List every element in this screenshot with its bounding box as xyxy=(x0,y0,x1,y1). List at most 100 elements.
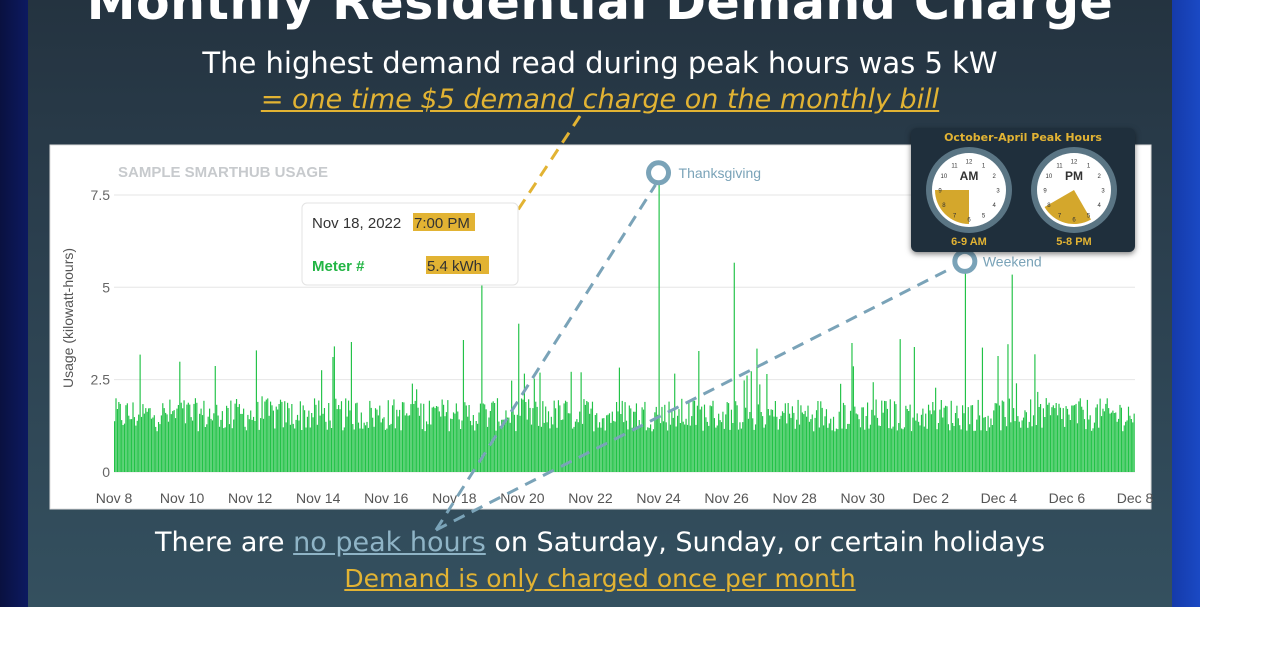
usage-bar xyxy=(1032,415,1035,472)
usage-bar xyxy=(1112,410,1114,472)
usage-bar xyxy=(335,398,337,472)
usage-bar xyxy=(1055,403,1057,472)
usage-bar xyxy=(634,411,636,472)
usage-bar xyxy=(291,404,293,472)
usage-bar xyxy=(538,425,540,472)
usage-bar xyxy=(387,400,389,472)
usage-bar xyxy=(424,431,426,472)
usage-bar xyxy=(983,417,985,472)
usage-bar xyxy=(472,415,474,472)
clock-number: 8 xyxy=(942,203,946,209)
usage-bar xyxy=(167,421,170,472)
usage-bar xyxy=(800,405,802,472)
usage-bar xyxy=(452,412,455,472)
usage-bar xyxy=(519,415,521,472)
usage-bar xyxy=(296,414,299,472)
usage-bar xyxy=(1007,344,1009,472)
usage-bar xyxy=(1001,400,1003,472)
usage-bar xyxy=(421,429,423,472)
usage-bar xyxy=(564,400,567,472)
usage-bar xyxy=(842,402,845,472)
usage-bar xyxy=(713,418,716,472)
usage-bar xyxy=(966,430,968,472)
usage-bar xyxy=(200,408,202,472)
usage-bar xyxy=(876,417,879,472)
x-tick-label: Nov 24 xyxy=(636,490,681,506)
usage-bar xyxy=(530,424,533,472)
usage-bar xyxy=(1071,405,1073,472)
usage-bar xyxy=(658,172,660,473)
no-peak-hours-link: no peak hours xyxy=(293,527,486,558)
usage-bar xyxy=(866,402,869,472)
usage-bar xyxy=(396,409,398,472)
usage-bar xyxy=(435,406,438,472)
usage-bar xyxy=(801,412,803,472)
usage-bar xyxy=(973,430,975,472)
usage-bar xyxy=(546,422,548,472)
usage-bar xyxy=(516,414,518,472)
usage-bar xyxy=(434,408,436,472)
usage-bar xyxy=(475,421,477,472)
usage-bar xyxy=(298,420,300,472)
usage-bar xyxy=(635,403,638,472)
usage-bar xyxy=(309,427,311,472)
usage-bar xyxy=(155,426,157,472)
usage-bar xyxy=(728,403,730,472)
usage-bar xyxy=(244,426,246,472)
usage-bar xyxy=(257,401,259,472)
usage-bar xyxy=(1091,430,1093,472)
usage-bar xyxy=(350,342,352,472)
usage-bar xyxy=(162,403,164,472)
usage-bar xyxy=(908,411,910,472)
usage-bar xyxy=(292,423,294,472)
usage-bar xyxy=(878,425,880,472)
usage-bar xyxy=(868,428,870,472)
usage-bar xyxy=(442,404,445,472)
usage-bar xyxy=(964,261,966,472)
usage-bar xyxy=(1024,410,1026,472)
usage-bar xyxy=(882,412,884,472)
usage-bar xyxy=(566,401,568,472)
usage-bar xyxy=(1113,413,1115,472)
x-tick-label: Nov 26 xyxy=(704,490,749,506)
usage-bar xyxy=(382,418,384,472)
usage-bar xyxy=(153,415,155,472)
usage-bar xyxy=(1103,411,1105,472)
usage-bar xyxy=(217,415,219,472)
usage-bar xyxy=(221,411,223,472)
usage-bar xyxy=(814,417,816,472)
usage-bar xyxy=(228,424,231,472)
usage-bar xyxy=(986,430,988,472)
usage-bar xyxy=(706,421,708,472)
usage-bar xyxy=(705,417,707,472)
usage-bar xyxy=(913,347,915,472)
clock-number: 10 xyxy=(941,174,948,180)
tooltip-value: 5.4 kWh xyxy=(427,258,482,275)
usage-bar xyxy=(376,409,378,472)
usage-bar xyxy=(672,417,674,472)
usage-bar xyxy=(844,405,846,472)
usage-bar xyxy=(231,428,233,472)
usage-bar xyxy=(170,414,172,472)
usage-bar xyxy=(682,421,684,472)
usage-bar xyxy=(899,339,901,472)
usage-bar xyxy=(468,405,470,472)
usage-bar xyxy=(430,424,432,472)
usage-bar xyxy=(123,423,126,472)
usage-bar xyxy=(444,416,446,472)
usage-bar xyxy=(1122,431,1124,472)
usage-bar xyxy=(971,405,974,472)
usage-bar xyxy=(719,420,721,472)
usage-bar xyxy=(733,262,735,472)
usage-chart: SAMPLE SMARTHUB USAGE Usage (kilowatt-ho… xyxy=(49,115,1153,532)
chart-title: SAMPLE SMARTHUB USAGE xyxy=(118,164,328,181)
usage-bar xyxy=(750,371,752,472)
usage-bar xyxy=(389,425,391,472)
usage-bar xyxy=(818,427,820,472)
usage-bar xyxy=(997,356,999,472)
usage-bar xyxy=(277,409,279,472)
usage-bar xyxy=(467,416,469,472)
usage-bar xyxy=(367,427,369,472)
usage-bar xyxy=(193,403,195,472)
usage-bar xyxy=(1120,407,1122,472)
